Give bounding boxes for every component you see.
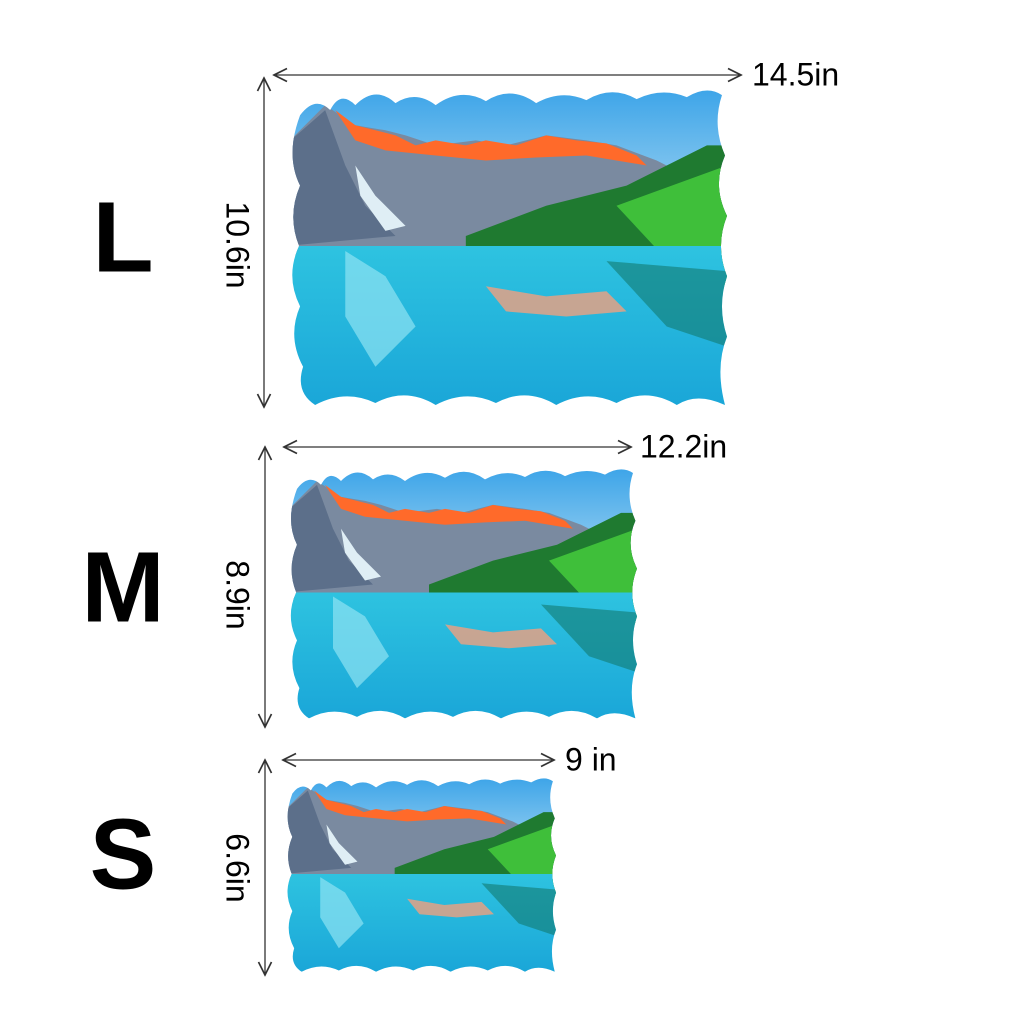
size-label: S bbox=[90, 798, 157, 910]
height-label: 8.9in bbox=[220, 560, 256, 629]
width-label: 9 in bbox=[565, 741, 617, 777]
height-label: 10.6in bbox=[220, 201, 256, 288]
size-l: L 14.5in 10.6in bbox=[92, 56, 839, 407]
puzzle-image bbox=[283, 775, 556, 973]
puzzle-image bbox=[285, 85, 727, 407]
puzzle-image bbox=[285, 465, 637, 720]
width-label: 12.2in bbox=[640, 428, 727, 464]
size-label: L bbox=[92, 181, 153, 293]
width-label: 14.5in bbox=[752, 56, 839, 92]
size-label: M bbox=[81, 531, 164, 643]
size-s: S 9 in 6.6in bbox=[90, 741, 617, 975]
height-label: 6.6in bbox=[220, 833, 256, 902]
size-m: M 12.2in 8.9in bbox=[81, 428, 727, 727]
